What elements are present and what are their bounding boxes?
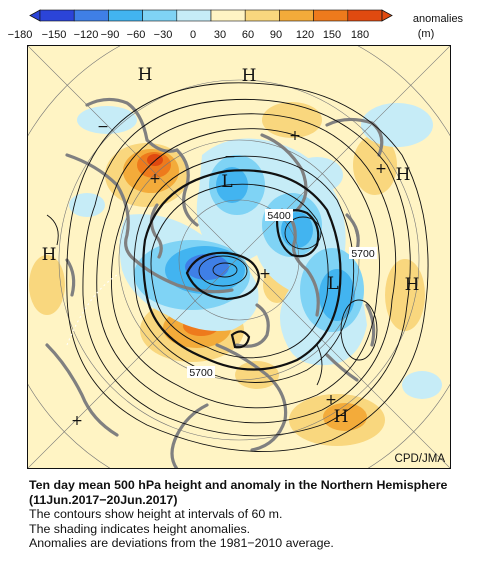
legend-arrow-low <box>29 9 41 22</box>
legend-tick-label: 120 <box>296 29 314 41</box>
high-marker-w: H <box>42 245 57 265</box>
positive-center-marker: + <box>259 266 271 282</box>
legend-tick-label: 0 <box>190 29 196 41</box>
legend-tick-label: −90 <box>101 29 120 41</box>
caption-title: Ten day mean 500 hPa height and anomaly … <box>29 478 448 507</box>
legend-swatch <box>176 9 212 22</box>
negative-center-marker: − <box>224 149 236 165</box>
legend-tick-label: −30 <box>154 29 173 41</box>
legend-swatch <box>108 9 143 22</box>
legend-tick-label: −120 <box>74 29 99 41</box>
low-marker-atlantic: L <box>221 172 232 192</box>
legend-tick-label: −60 <box>127 29 146 41</box>
legend-label: anomalies <box>413 13 464 25</box>
legend-tick-label: 180 <box>351 29 369 41</box>
positive-center-marker: + <box>289 128 301 144</box>
caption-line-contours: The contours show height at intervals of… <box>29 507 283 522</box>
map-caption: Ten day mean 500 hPa height and anomaly … <box>29 478 474 551</box>
hemisphere-map: H H H H H H L L + + + + + + − − 5400 5700 5700 CPD/J… <box>27 45 451 469</box>
map-credit: CPD/JMA <box>395 453 446 465</box>
legend-arrow-high <box>381 9 393 22</box>
legend-tick-label: 150 <box>323 29 341 41</box>
high-marker-se: H <box>405 275 420 295</box>
contour-label-5400: 5400 <box>267 210 291 222</box>
color-legend: −180 −150 −120 −90 −60 −30 0 30 60 90 120 150 180 an… <box>8 9 464 41</box>
legend-swatch <box>313 9 349 22</box>
legend-swatch <box>142 9 178 22</box>
positive-center-marker: + <box>149 171 161 187</box>
legend-colorbar <box>29 9 393 22</box>
high-marker-n: H <box>242 66 257 86</box>
white-contour-halo <box>66 274 118 346</box>
high-marker-nw: H <box>138 65 153 85</box>
negative-anomaly-shading <box>69 103 442 399</box>
height-contours <box>46 82 429 452</box>
legend-tick-label: 90 <box>270 29 282 41</box>
positive-center-marker: + <box>71 413 83 429</box>
legend-swatch <box>210 9 246 22</box>
legend-swatch <box>39 9 75 22</box>
legend-unit: (m) <box>418 28 435 40</box>
legend-tick-labels: −180 −150 −120 −90 −60 −30 0 30 60 90 120 150 180 <box>8 29 370 41</box>
latitude-longitude-grid <box>27 45 451 469</box>
high-marker-se2: H <box>334 407 349 427</box>
positive-center-marker: + <box>375 161 387 177</box>
map-frame <box>27 45 451 469</box>
legend-swatch <box>244 9 280 22</box>
contour-label-5700-south: 5700 <box>189 367 213 379</box>
caption-line-shading: The shading indicates height anomalies. <box>29 521 251 536</box>
legend-swatch <box>279 9 314 22</box>
legend-tick-label: 60 <box>242 29 254 41</box>
legend-swatch <box>347 9 383 22</box>
legend-tick-label: −150 <box>42 29 67 41</box>
high-marker-e: H <box>396 165 411 185</box>
low-marker-pacific: L <box>327 274 338 294</box>
negative-center-marker: − <box>97 119 109 135</box>
legend-swatch <box>73 9 109 22</box>
caption-line-anomalies: Anomalies are deviations from the 1981−2… <box>29 536 334 551</box>
positive-center-marker: + <box>325 392 337 408</box>
height-contours-bold <box>142 169 342 371</box>
legend-tick-label: 30 <box>214 29 226 41</box>
contour-label-5700-east: 5700 <box>351 248 375 260</box>
legend-tick-label: −180 <box>8 29 33 41</box>
